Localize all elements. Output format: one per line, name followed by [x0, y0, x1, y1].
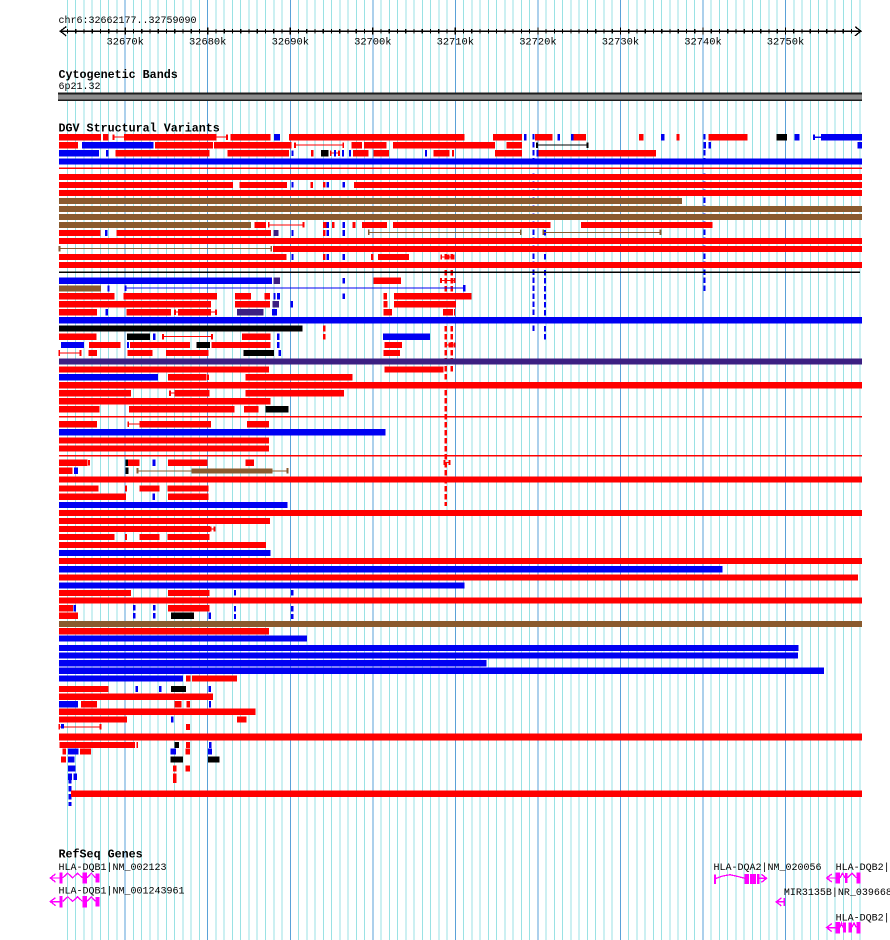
- svg-text:32680k: 32680k: [189, 36, 226, 48]
- svg-text:32710k: 32710k: [437, 36, 474, 48]
- svg-text:6p21.32: 6p21.32: [59, 82, 101, 93]
- svg-text:HLA-DQB1|NM_001243961: HLA-DQB1|NM_001243961: [59, 885, 185, 897]
- svg-text:HLA-DQB1|NM_002123: HLA-DQB1|NM_002123: [59, 862, 167, 874]
- svg-text:DGV Structural Variants: DGV Structural Variants: [59, 121, 220, 135]
- svg-text:32700k: 32700k: [354, 36, 391, 48]
- svg-text:RefSeq Genes: RefSeq Genes: [59, 848, 143, 862]
- svg-text:32720k: 32720k: [519, 36, 556, 48]
- svg-text:32740k: 32740k: [684, 36, 721, 48]
- svg-text:32670k: 32670k: [106, 36, 143, 48]
- svg-text:32730k: 32730k: [602, 36, 639, 48]
- svg-text:chr6:32662177..32759090: chr6:32662177..32759090: [59, 15, 197, 27]
- svg-text:HLA-DQB2|N: HLA-DQB2|N: [836, 862, 890, 874]
- svg-text:32750k: 32750k: [767, 36, 804, 48]
- svg-text:MIR3135B|NR_039668: MIR3135B|NR_039668: [784, 887, 890, 899]
- svg-text:HLA-DQB2|N: HLA-DQB2|N: [836, 912, 890, 924]
- svg-text:Cytogenetic Bands: Cytogenetic Bands: [59, 68, 178, 82]
- svg-text:HLA-DQA2|NM_020056: HLA-DQA2|NM_020056: [714, 862, 822, 874]
- svg-text:32690k: 32690k: [272, 36, 309, 48]
